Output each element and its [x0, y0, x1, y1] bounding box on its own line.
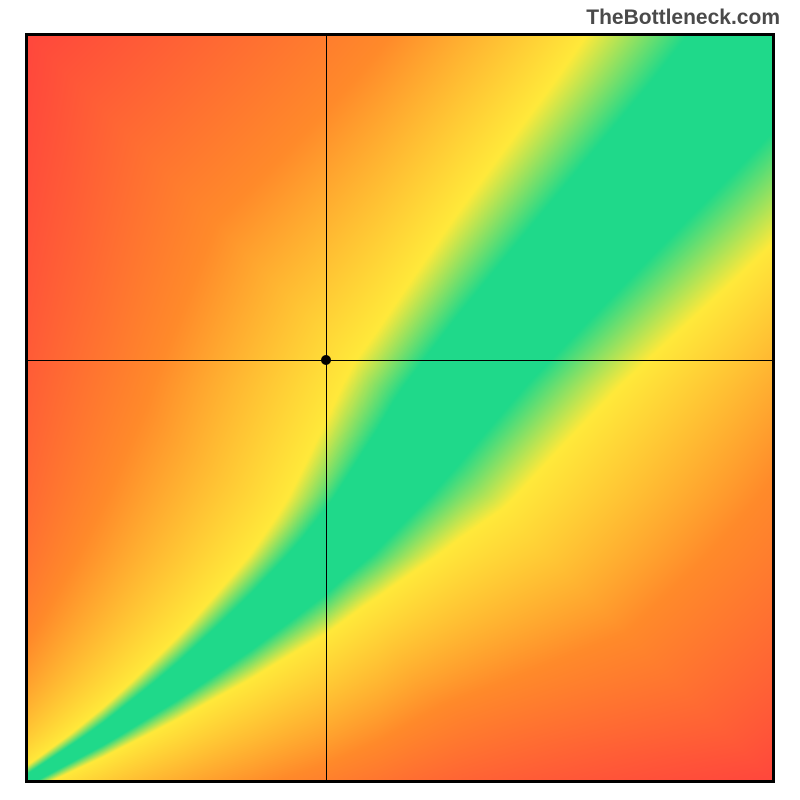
- crosshair-marker: [321, 355, 331, 365]
- crosshair-vertical: [326, 36, 327, 780]
- watermark-text: TheBottleneck.com: [586, 6, 780, 30]
- chart-container: TheBottleneck.com: [0, 0, 800, 800]
- crosshair-horizontal: [28, 360, 772, 361]
- heatmap-plot: [25, 33, 775, 783]
- heatmap-canvas: [28, 36, 772, 780]
